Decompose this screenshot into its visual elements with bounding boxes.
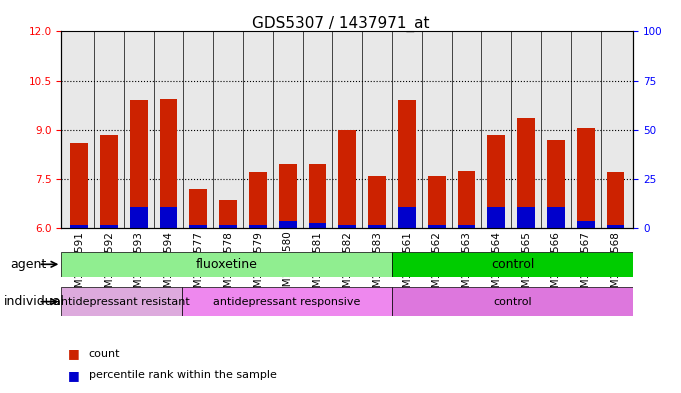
Text: ■: ■: [68, 369, 80, 382]
Bar: [398, 100, 416, 228]
Text: fluoxetine: fluoxetine: [196, 258, 258, 271]
Bar: [70, 225, 88, 228]
Text: control: control: [491, 258, 535, 271]
Text: individual: individual: [3, 295, 64, 309]
Bar: [130, 100, 148, 228]
Bar: [159, 99, 178, 228]
Bar: [338, 225, 356, 228]
Bar: [547, 140, 565, 228]
Bar: [368, 225, 386, 228]
Bar: [458, 225, 475, 228]
Bar: [189, 189, 207, 228]
Bar: [189, 225, 207, 228]
Bar: [517, 207, 535, 228]
Bar: [398, 207, 416, 228]
Bar: [249, 172, 267, 228]
Bar: [249, 225, 267, 228]
Text: count: count: [89, 349, 120, 359]
Text: percentile rank within the sample: percentile rank within the sample: [89, 370, 276, 380]
Bar: [607, 225, 624, 228]
Bar: [338, 130, 356, 228]
Bar: [100, 135, 118, 228]
Bar: [279, 164, 297, 228]
Text: antidepressant responsive: antidepressant responsive: [213, 297, 361, 307]
Bar: [458, 171, 475, 228]
Text: agent: agent: [10, 257, 46, 271]
Text: control: control: [494, 297, 533, 307]
Bar: [517, 118, 535, 228]
Bar: [577, 221, 595, 228]
Bar: [368, 176, 386, 228]
Text: antidepressant resistant: antidepressant resistant: [54, 297, 189, 307]
Bar: [392, 287, 633, 316]
Bar: [159, 207, 178, 228]
Bar: [70, 143, 88, 228]
Bar: [428, 225, 445, 228]
Bar: [182, 287, 392, 316]
Bar: [547, 207, 565, 228]
Bar: [488, 135, 505, 228]
Text: ■: ■: [68, 347, 80, 360]
Bar: [308, 164, 326, 228]
Bar: [392, 252, 633, 277]
Bar: [488, 207, 505, 228]
Bar: [219, 225, 237, 228]
Bar: [130, 207, 148, 228]
Bar: [577, 128, 595, 228]
Bar: [607, 172, 624, 228]
Bar: [279, 221, 297, 228]
Bar: [308, 223, 326, 228]
Bar: [219, 200, 237, 228]
Bar: [100, 225, 118, 228]
Bar: [428, 176, 445, 228]
Bar: [61, 287, 182, 316]
Text: GDS5307 / 1437971_at: GDS5307 / 1437971_at: [252, 16, 429, 32]
Bar: [61, 252, 392, 277]
